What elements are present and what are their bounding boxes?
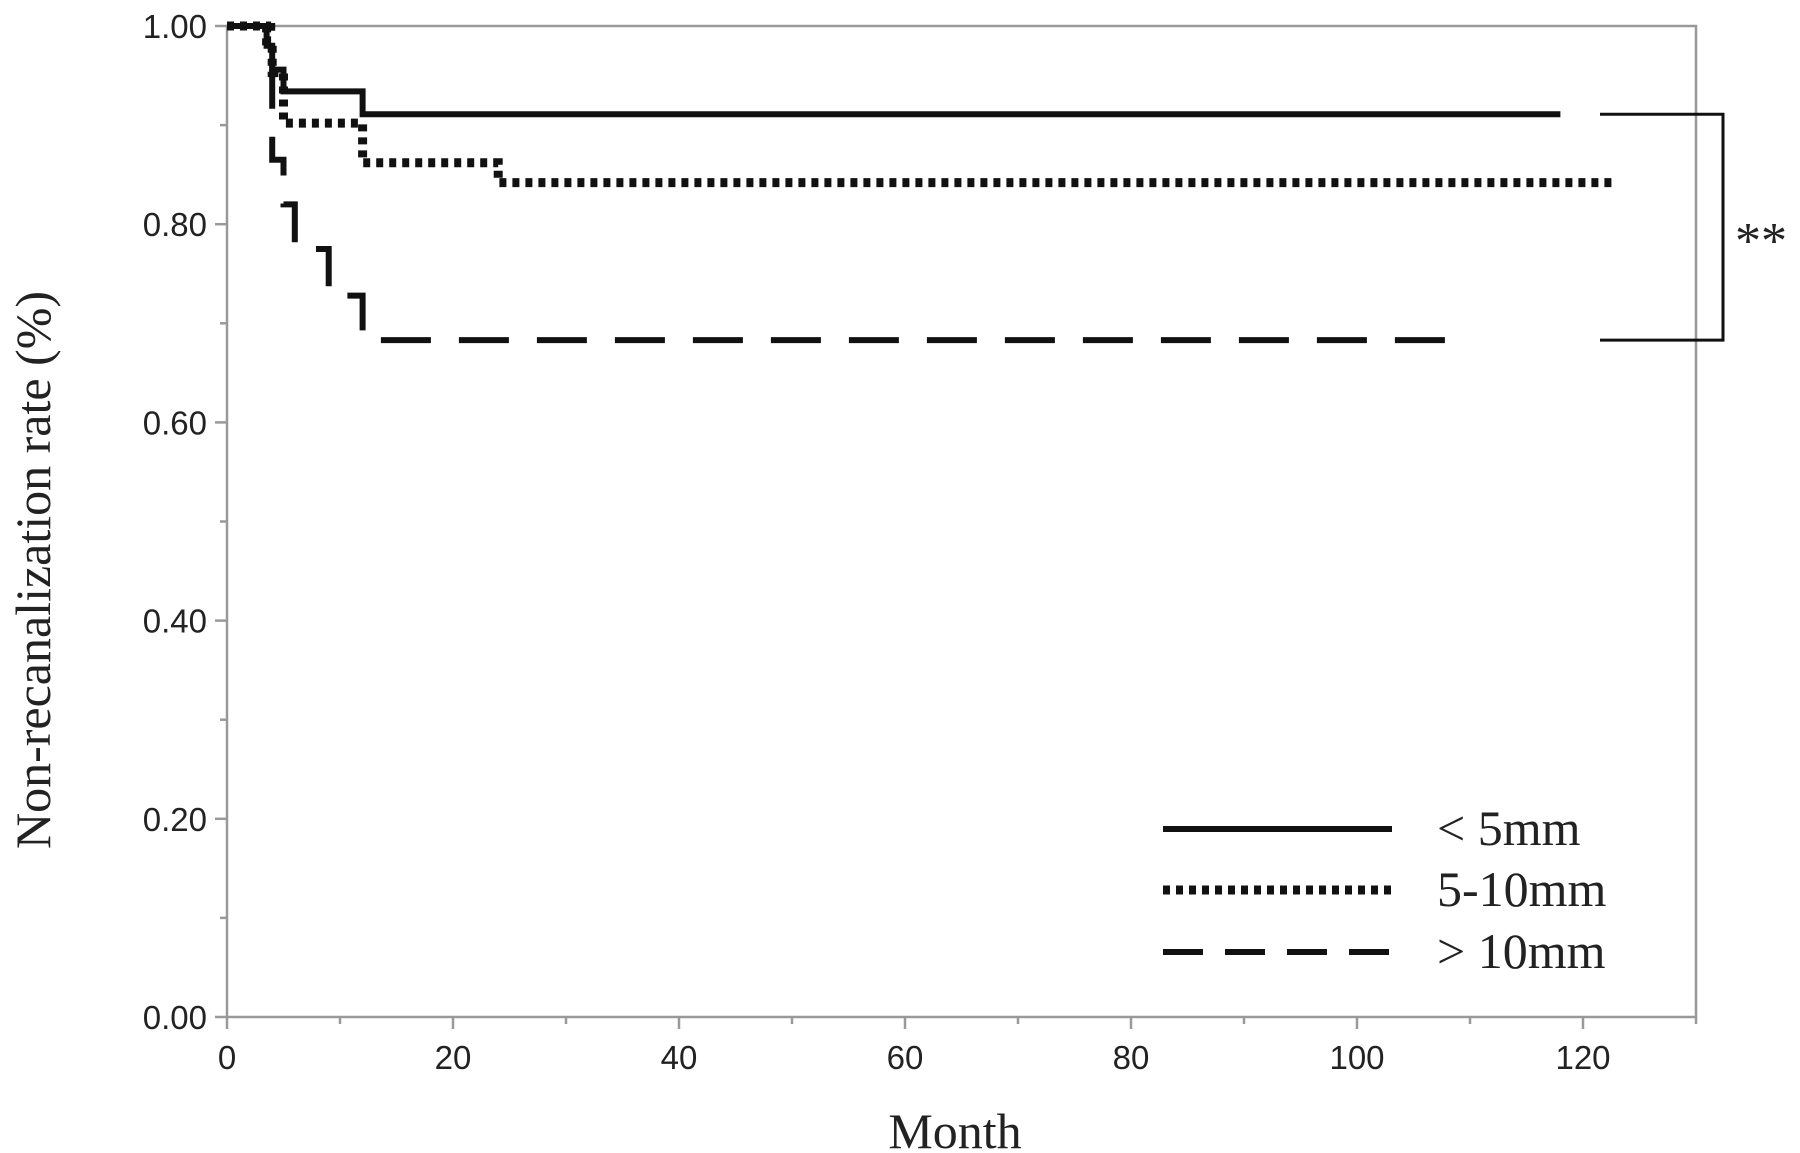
x-tick-label: 40 [661, 1039, 698, 1076]
y-tick-label: 0.00 [143, 999, 207, 1036]
series-line-dotted [227, 21, 1617, 188]
y-tick-label: 0.20 [143, 801, 207, 838]
legend-label: > 10mm [1437, 923, 1606, 979]
significance-label: ** [1735, 213, 1787, 270]
legend-label: 5-10mm [1437, 861, 1607, 917]
series-line-dashed [227, 23, 1470, 344]
bracket-line [1600, 112, 1725, 342]
x-axis-title: Month [888, 1103, 1021, 1153]
x-tick-label: 20 [435, 1039, 472, 1076]
axes: 0 20 40 60 80 100 120 0.00 0.20 0.40 0.60 0.80 1.00 [143, 8, 1698, 1076]
series-lines [227, 21, 1617, 344]
x-tick-label: 60 [887, 1039, 924, 1076]
series-line-solid [227, 23, 1561, 118]
x-tick-label: 80 [1113, 1039, 1150, 1076]
x-tick-label: 0 [218, 1039, 236, 1076]
x-tick-label: 100 [1329, 1039, 1384, 1076]
y-axis-title: Non-recanalization rate (%) [5, 291, 61, 849]
significance-bracket: ** [1600, 112, 1787, 342]
y-tick-label: 0.40 [143, 603, 207, 640]
x-tick-label: 120 [1555, 1039, 1610, 1076]
y-tick-label: 0.80 [143, 206, 207, 243]
y-tick-label: 1.00 [143, 8, 207, 45]
y-tick-label: 0.60 [143, 404, 207, 441]
legend-label: < 5mm [1437, 800, 1581, 856]
